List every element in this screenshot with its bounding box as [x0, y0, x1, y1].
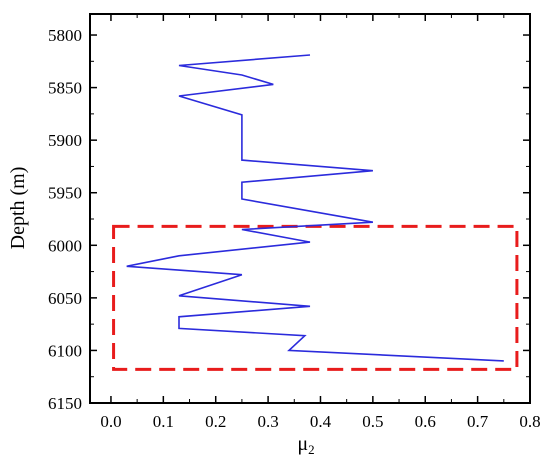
y-tick-label: 6100: [48, 341, 82, 360]
y-tick-label: 6050: [48, 289, 82, 308]
y-tick-label: 5850: [48, 79, 82, 98]
x-tick-label: 0.7: [467, 412, 489, 431]
x-tick-label: 0.4: [310, 412, 332, 431]
x-tick-label: 0.0: [100, 412, 121, 431]
y-tick-label: 6000: [48, 236, 82, 255]
annotation-layer: [112, 224, 519, 371]
highlight-box: [112, 224, 519, 371]
y-tick-label: 5800: [48, 26, 82, 45]
x-axis-ticks: 0.0 0.1 0.2 0.3 0.4 0.5 0.6 0.7 0.8: [100, 14, 541, 431]
plot-frame: [89, 13, 531, 404]
x-tick-label: 0.3: [257, 412, 278, 431]
y-tick-label: 5900: [48, 131, 82, 150]
series-line: [126, 54, 504, 362]
x-axis-title: μ2: [297, 433, 314, 457]
series-layer: [126, 54, 504, 362]
y-tick-label: 6150: [48, 394, 82, 413]
y-axis-title: Depth (m): [7, 167, 29, 250]
x-tick-label: 0.6: [415, 412, 436, 431]
x-tick-label: 0.8: [519, 412, 540, 431]
y-tick-label: 5950: [48, 184, 82, 203]
x-tick-label: 0.5: [362, 412, 383, 431]
x-tick-label: 0.2: [205, 412, 226, 431]
x-axis-title-main: μ: [297, 433, 308, 455]
x-tick-label: 0.1: [153, 412, 174, 431]
plot-border: [89, 13, 531, 404]
y-axis-ticks: 5800 5850 5900 5950 6000 6050 6100 6150: [48, 26, 530, 413]
x-axis-title-subscript: 2: [308, 442, 315, 457]
